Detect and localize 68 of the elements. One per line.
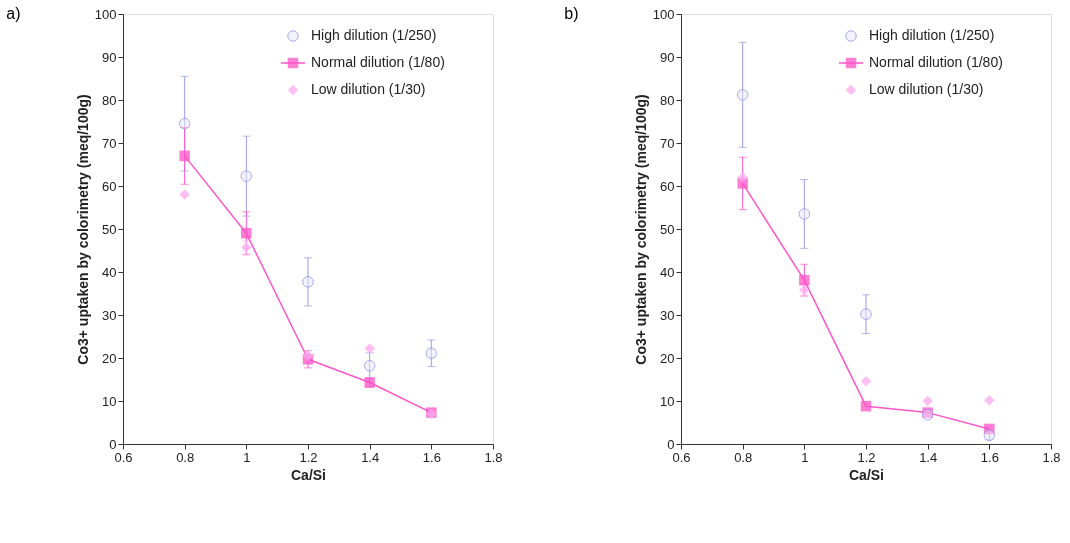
x-tick-label: 1 xyxy=(243,449,251,465)
legend-label: High dilution (1/250) xyxy=(311,27,437,43)
point xyxy=(922,395,933,407)
y-tick-label: 90 xyxy=(102,49,117,65)
y-tick-label: 50 xyxy=(660,221,675,237)
x-axis-title: Ca/Si xyxy=(290,466,327,483)
y-tick-label: 90 xyxy=(660,49,675,65)
y-tick-label: 40 xyxy=(660,264,675,280)
chart-title: b) xyxy=(564,5,579,22)
y-tick-label: 40 xyxy=(102,264,117,280)
point xyxy=(240,170,253,182)
legend-label: High dilution (1/250) xyxy=(869,27,995,43)
legend-label: Normal dilution (1/80) xyxy=(869,54,1003,70)
y-tick-label: 0 xyxy=(667,436,675,452)
y-tick-label: 100 xyxy=(94,6,117,22)
x-tick-label: 1.2 xyxy=(857,449,876,465)
y-tick-label: 80 xyxy=(660,92,675,108)
x-tick-label: 1 xyxy=(801,449,809,465)
point xyxy=(860,400,872,412)
y-tick-label: 60 xyxy=(660,178,675,194)
x-tick-label: 0.6 xyxy=(672,449,691,465)
x-tick-label: 0.8 xyxy=(734,449,753,465)
point xyxy=(799,274,810,286)
y-tick-label: 20 xyxy=(660,350,675,366)
point xyxy=(364,343,375,354)
point xyxy=(179,150,190,162)
y-tick-label: 100 xyxy=(652,6,675,22)
x-tick-label: 0.6 xyxy=(114,449,133,465)
legend-label: Normal dilution (1/80) xyxy=(311,54,445,70)
y-tick-label: 70 xyxy=(660,135,675,151)
y-tick-label: 60 xyxy=(102,178,117,194)
point xyxy=(798,208,811,220)
y-tick-label: 50 xyxy=(102,221,117,237)
legend-label: Low dilution (1/30) xyxy=(311,81,426,97)
x-axis-title: Ca/Si xyxy=(848,466,885,483)
chart-title: a) xyxy=(6,5,21,22)
x-tick-label: 1.8 xyxy=(1042,449,1061,465)
point xyxy=(860,308,872,320)
point xyxy=(860,375,872,387)
y-tick-label: 10 xyxy=(660,393,675,409)
point xyxy=(178,117,191,130)
x-tick-label: 1.6 xyxy=(422,449,441,465)
y-tick-label: 10 xyxy=(102,393,117,409)
point xyxy=(984,423,995,435)
point xyxy=(241,228,252,239)
legend-label: Low dilution (1/30) xyxy=(869,81,984,97)
point xyxy=(425,347,438,359)
y-tick-label: 20 xyxy=(102,350,117,366)
y-tick-label: 0 xyxy=(109,436,117,452)
x-tick-label: 1.4 xyxy=(919,449,938,465)
point xyxy=(302,350,314,362)
point xyxy=(179,189,190,200)
y-tick-label: 30 xyxy=(660,307,675,323)
point xyxy=(736,89,749,101)
y-tick-label: 70 xyxy=(102,135,117,151)
point xyxy=(302,276,314,288)
point xyxy=(363,360,376,372)
y-tick-label: 30 xyxy=(102,307,117,323)
point xyxy=(984,394,995,406)
y-tick-label: 80 xyxy=(102,92,117,108)
x-tick-label: 1.4 xyxy=(361,449,380,465)
x-tick-label: 1.8 xyxy=(484,449,503,465)
x-tick-label: 1.6 xyxy=(980,449,999,465)
x-tick-label: 1.2 xyxy=(299,449,318,465)
x-tick-label: 0.8 xyxy=(176,449,195,465)
point xyxy=(737,172,748,183)
y-axis-title: Co3+ uptaken by colorimetry (meq/100g) xyxy=(632,94,649,365)
y-axis-title: Co3+ uptaken by colorimetry (meq/100g) xyxy=(74,94,91,365)
